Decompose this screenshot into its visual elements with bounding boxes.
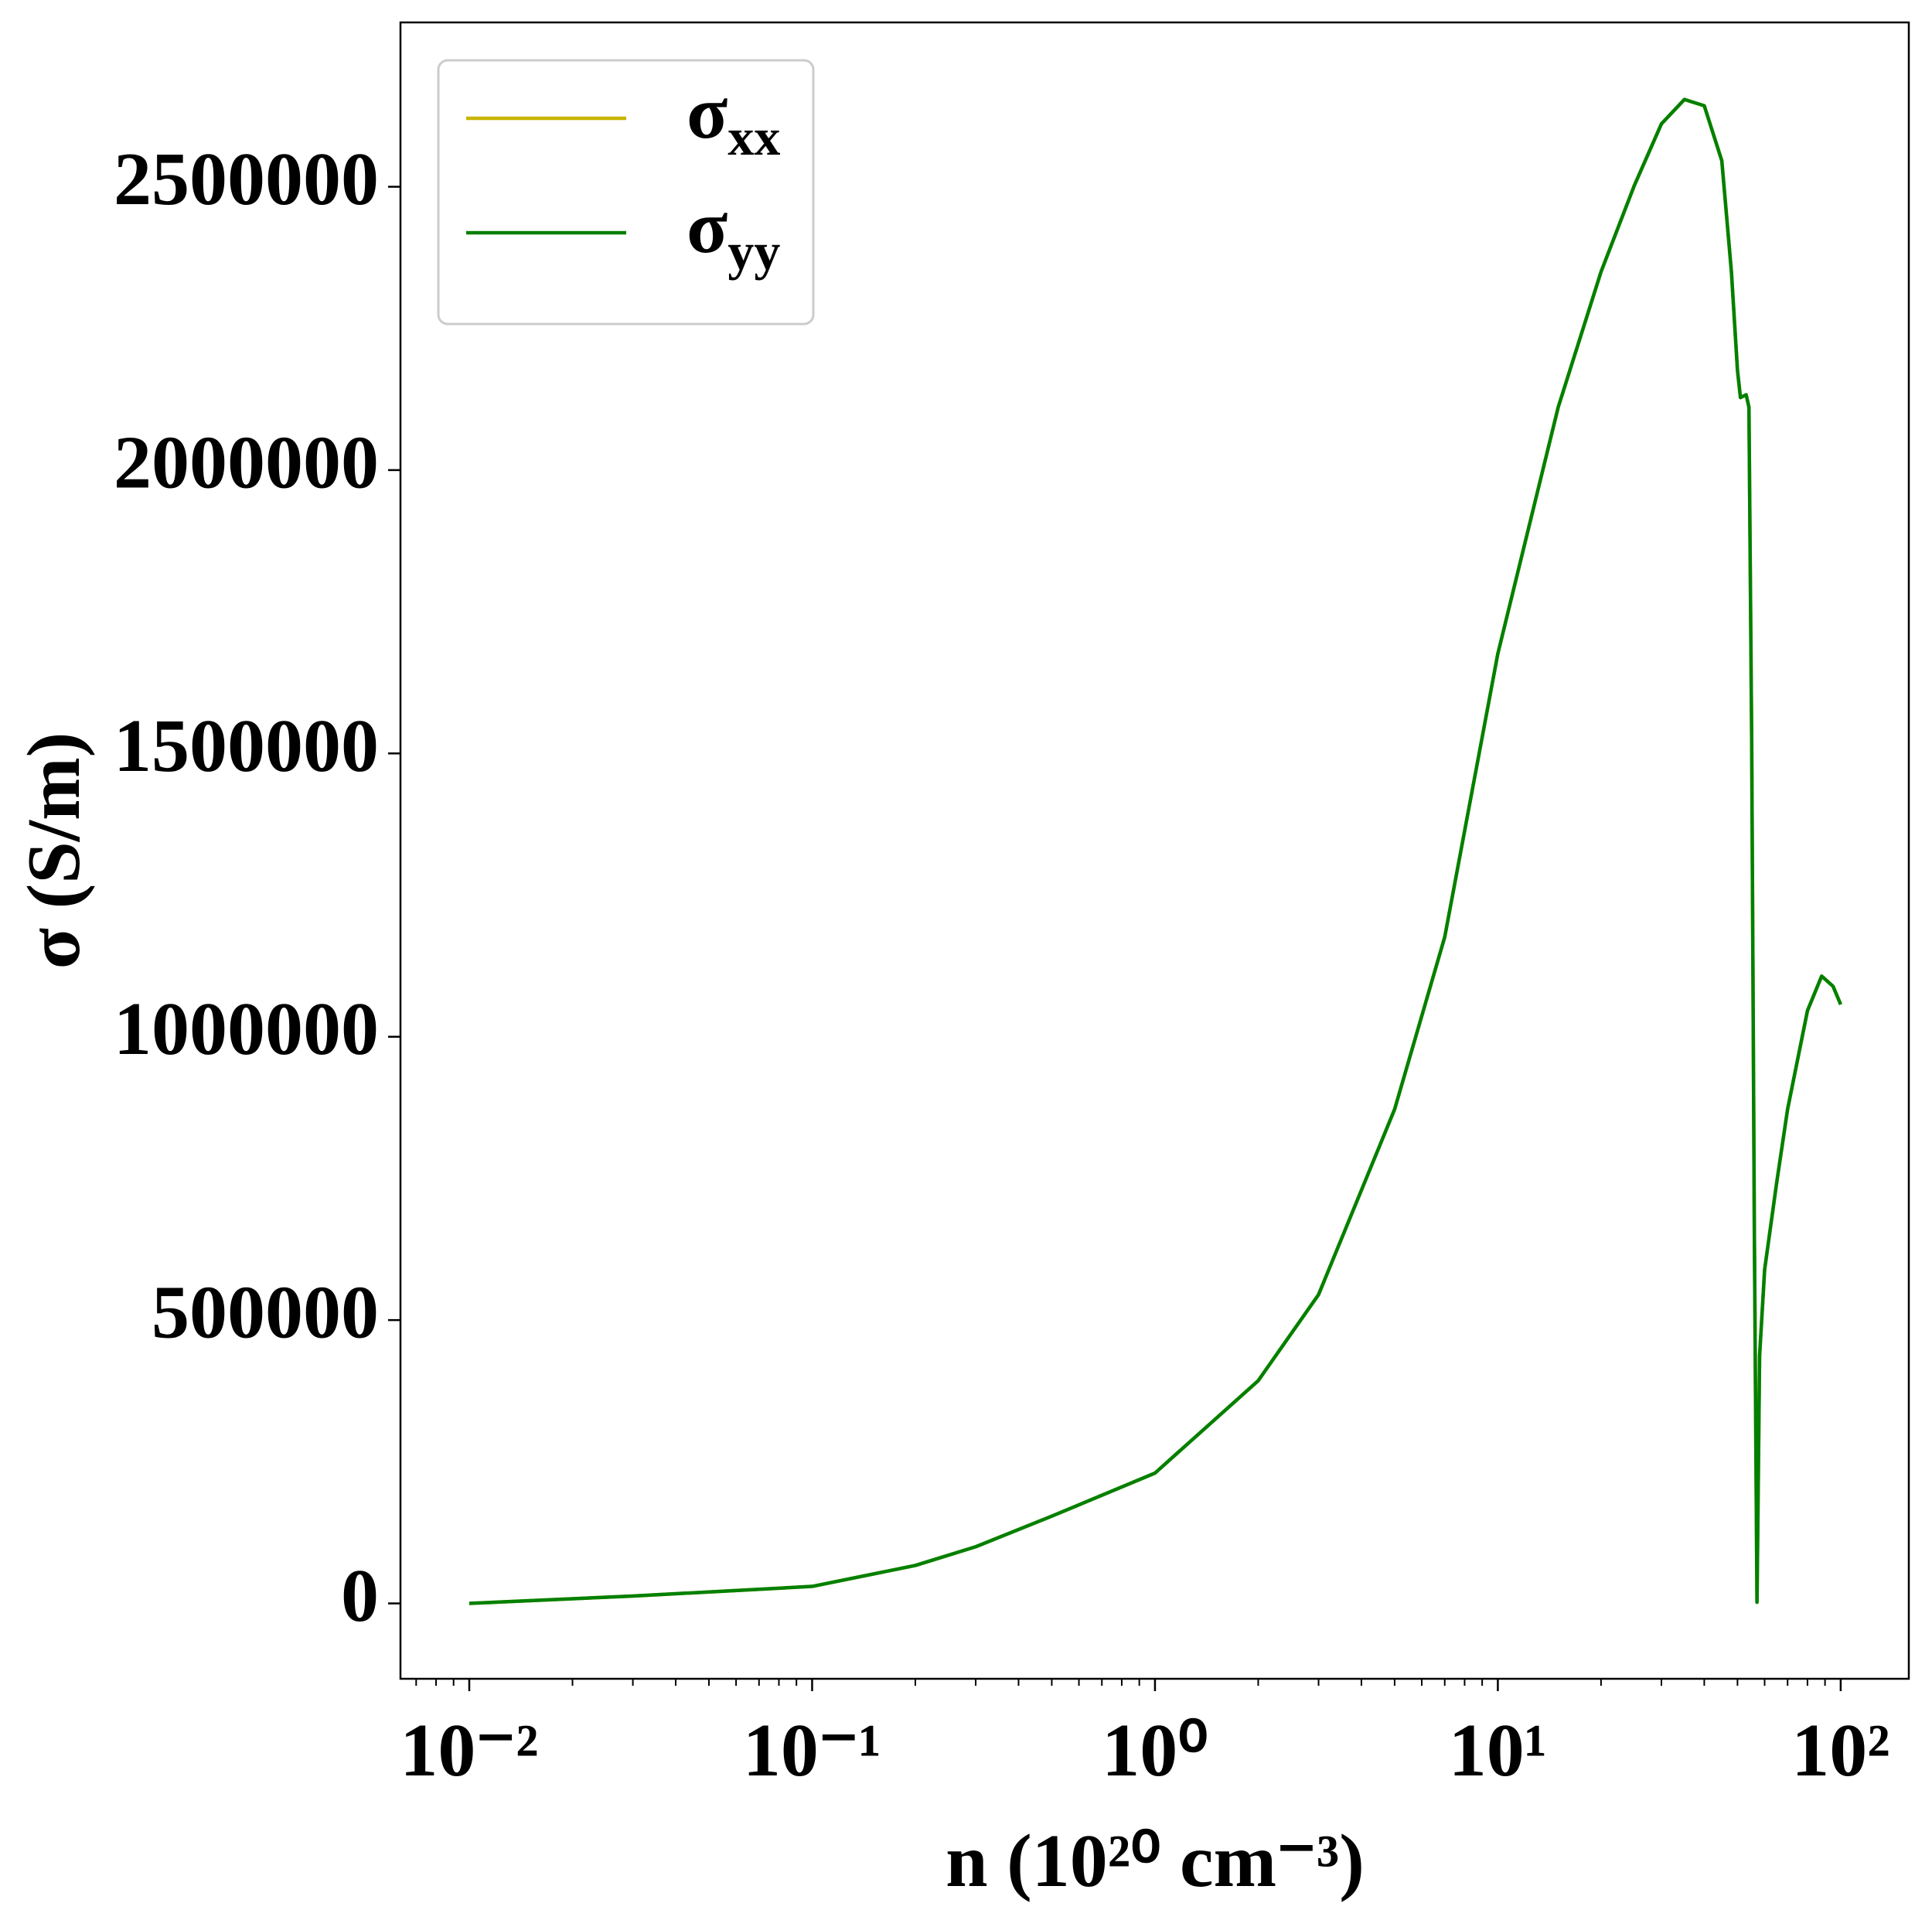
x-tick-label: 10⁻¹	[743, 1709, 881, 1792]
y-tick-label: 2500000	[114, 138, 379, 221]
y-tick-label: 1000000	[114, 987, 379, 1071]
y-tick-label: 500000	[152, 1271, 379, 1355]
y-tick-label: 2000000	[114, 421, 379, 504]
y-tick-label: 1500000	[114, 704, 379, 788]
plot-frame	[399, 21, 1910, 1680]
line-series	[469, 97, 1842, 1605]
y-tick-label: 0	[341, 1554, 379, 1638]
x-tick-label: 10²	[1791, 1709, 1889, 1792]
x-tick-label: 10⁻²	[400, 1709, 538, 1792]
x-axis-label: n (10²⁰ cm⁻³)	[946, 1820, 1365, 1903]
legend-label: σyy	[687, 186, 780, 281]
y-axis-label: σ (S/m)	[12, 732, 96, 969]
x-tick-label: 10¹	[1449, 1709, 1547, 1792]
x-tick-label: 10⁰	[1102, 1709, 1208, 1792]
legend-label: σxx	[687, 71, 780, 166]
legend-box	[437, 59, 815, 326]
